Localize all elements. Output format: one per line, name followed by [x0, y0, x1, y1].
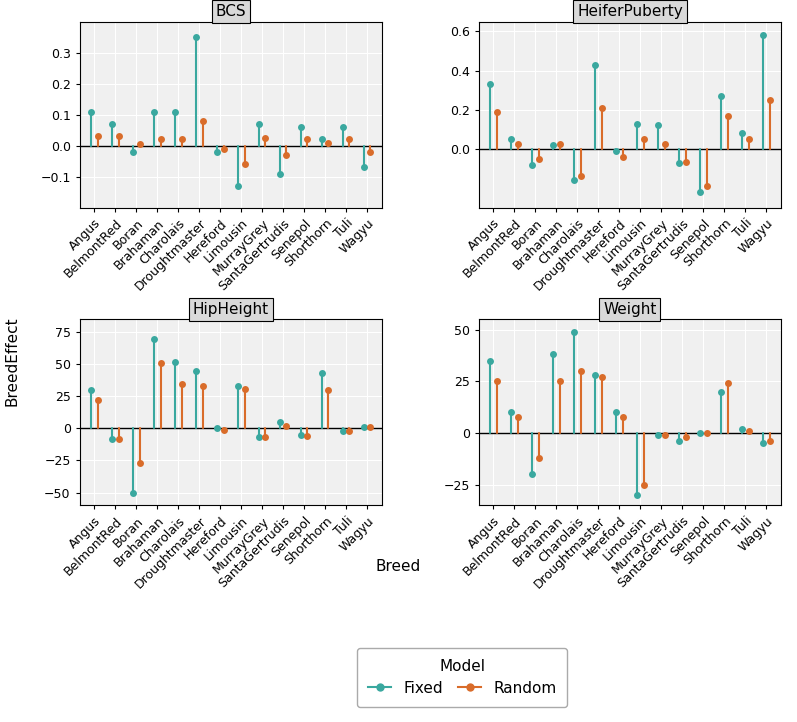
Title: BCS: BCS	[215, 4, 246, 19]
Text: Breed: Breed	[376, 560, 421, 574]
Title: HipHeight: HipHeight	[193, 302, 269, 317]
Text: BreedEffect: BreedEffect	[5, 316, 19, 406]
Title: HeiferPuberty: HeiferPuberty	[577, 4, 683, 19]
Title: Weight: Weight	[603, 302, 657, 317]
Legend: Fixed, Random: Fixed, Random	[357, 648, 567, 707]
